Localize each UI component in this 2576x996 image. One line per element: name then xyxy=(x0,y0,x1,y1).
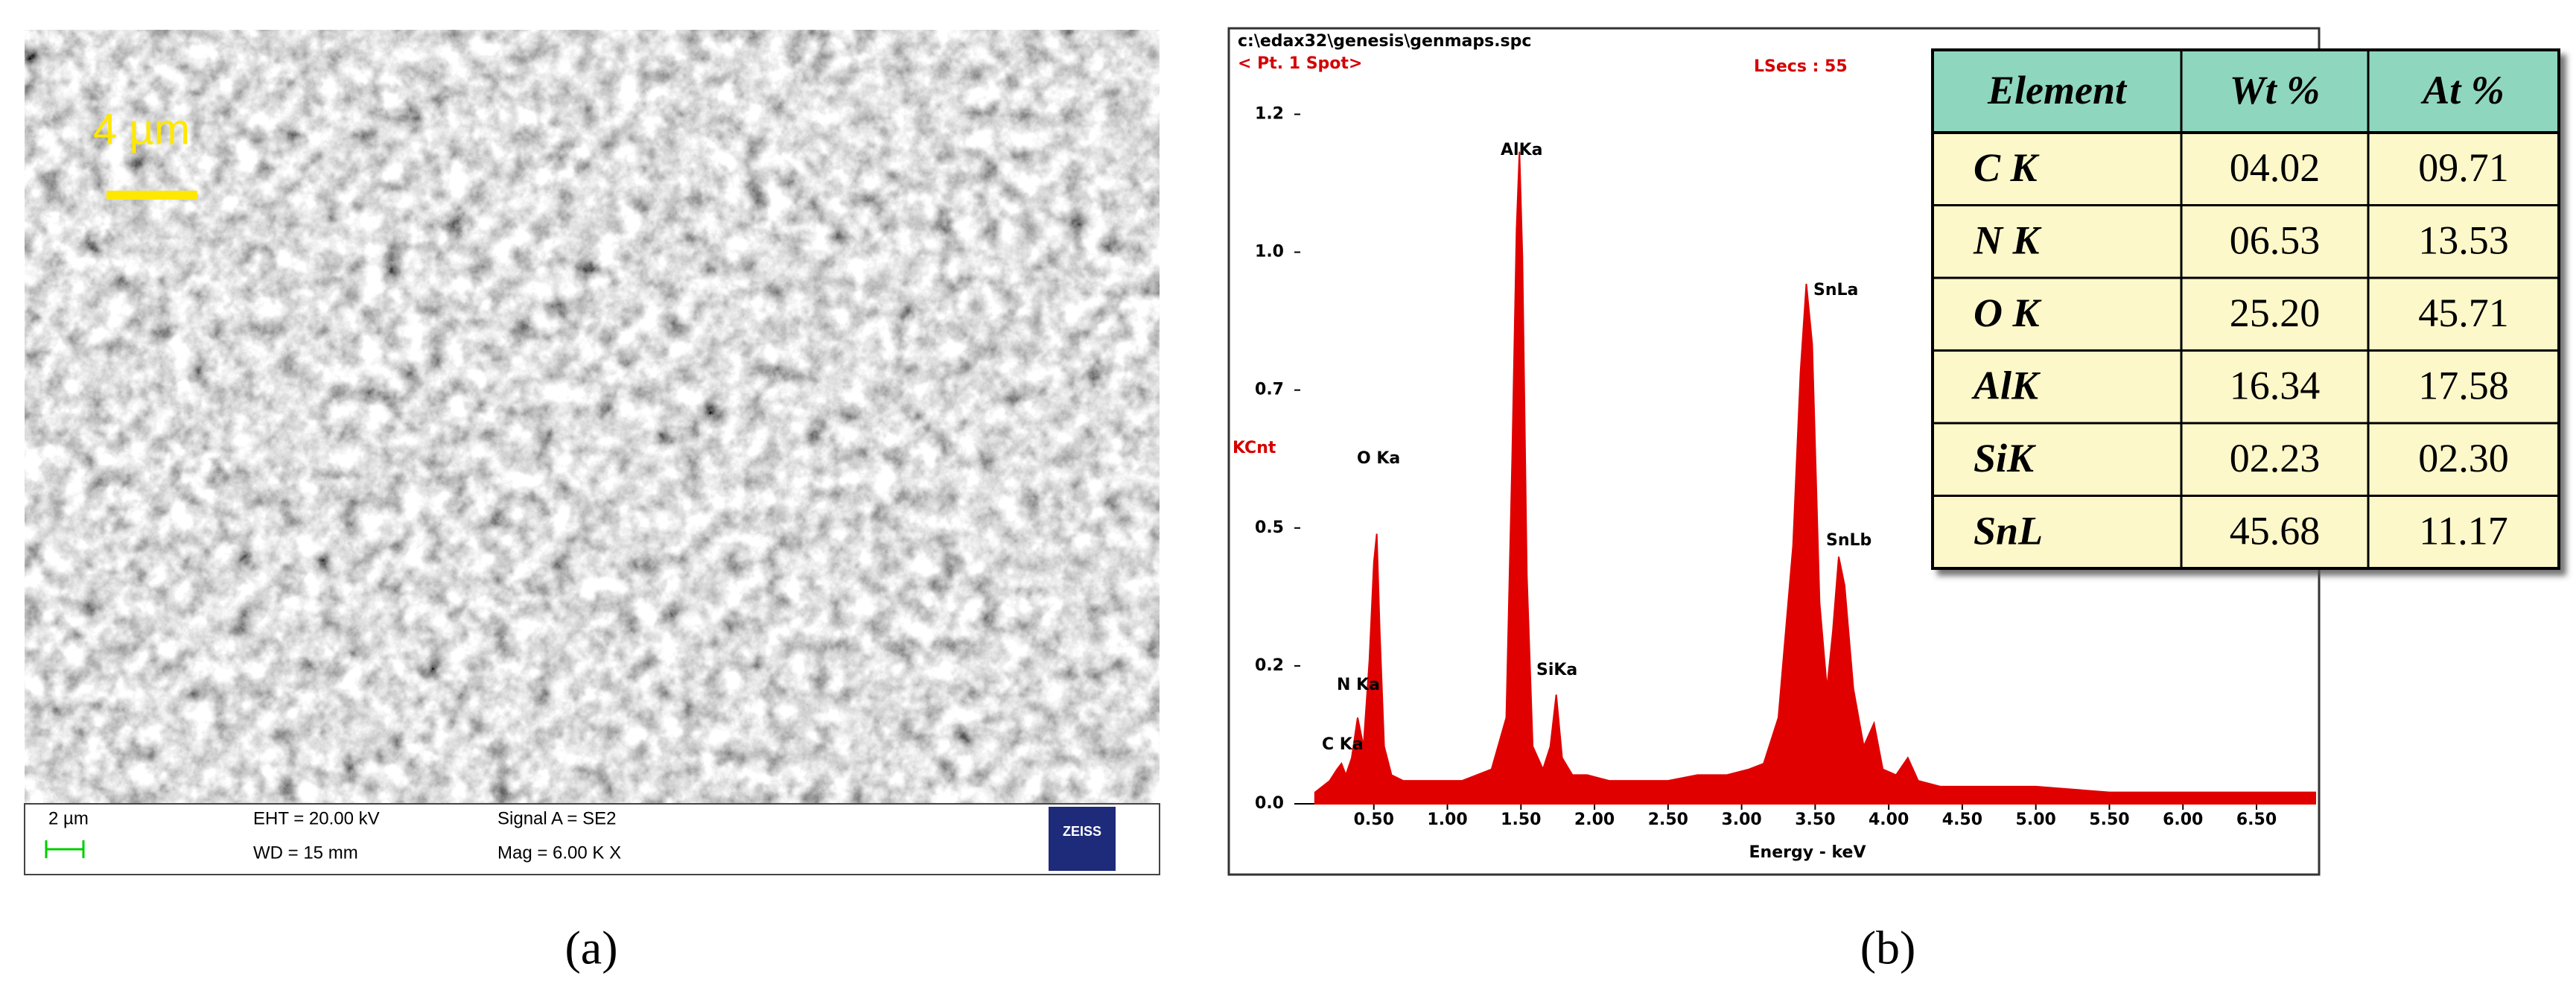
x-tick-label: 3.50 xyxy=(1795,811,1835,829)
caption-b: (b) xyxy=(1860,922,1916,974)
x-tick-label: 2.50 xyxy=(1648,811,1688,829)
peak-label: SnLb xyxy=(1826,531,1871,550)
table-value: 13.53 xyxy=(2418,218,2509,263)
peak-label: N Ka xyxy=(1337,676,1380,694)
x-tick-label: 4.50 xyxy=(1942,811,1982,829)
peak-label: C Ka xyxy=(1322,735,1364,754)
x-tick-label: 1.00 xyxy=(1427,811,1467,829)
table-header: Wt % xyxy=(2230,68,2321,112)
peak-label: AlKa xyxy=(1501,141,1542,159)
y-tick-label: 0.7 xyxy=(1255,381,1284,399)
caption-a: (a) xyxy=(565,922,617,974)
info-signal: Signal A = SE2 xyxy=(497,808,616,828)
table-element: C K xyxy=(1974,145,2041,190)
table-element: O K xyxy=(1974,291,2042,335)
info-eht: EHT = 20.00 kV xyxy=(253,808,380,828)
table-value: 17.58 xyxy=(2418,364,2509,408)
x-tick-label: 1.50 xyxy=(1501,811,1541,829)
table-element: SiK xyxy=(1974,436,2037,480)
plot: 0.0 0.2 0.5 0.7 1.0 1.2 0.50 1.00 1.50 2.00 2.50 3.… xyxy=(1255,104,2316,829)
info-scale-bar xyxy=(45,840,85,858)
y-tick-label: 0.0 xyxy=(1255,794,1284,813)
info-wd: WD = 15 mm xyxy=(253,843,358,863)
table-value: 02.30 xyxy=(2418,436,2509,480)
y-axis-label: KCnt xyxy=(1233,439,1276,457)
info-bar xyxy=(24,803,1160,875)
table-value: 04.02 xyxy=(2230,145,2321,190)
table-value: 45.71 xyxy=(2418,291,2509,335)
lsecs-label: LSecs : 55 xyxy=(1754,57,1848,76)
x-tick-label: 5.00 xyxy=(2016,811,2056,829)
x-tick-label: 0.50 xyxy=(1354,811,1394,829)
spectrum xyxy=(1314,151,2316,805)
peak-label: O Ka xyxy=(1357,449,1400,468)
y-tick-label: 1.2 xyxy=(1255,104,1284,123)
scale-bar xyxy=(106,191,197,200)
table-value: 45.68 xyxy=(2230,509,2321,553)
info-mag: Mag = 6.00 K X xyxy=(497,843,621,863)
y-tick-label: 0.2 xyxy=(1255,656,1284,675)
x-tick-label: 2.00 xyxy=(1574,811,1615,829)
table-value: 11.17 xyxy=(2419,509,2508,553)
x-tick-label: 6.00 xyxy=(2163,811,2203,829)
table-header: At % xyxy=(2420,68,2505,112)
x-tick-label: 6.50 xyxy=(2236,811,2277,829)
x-tick-label: 3.00 xyxy=(1721,811,1761,829)
y-tick-label: 0.5 xyxy=(1255,518,1284,537)
table-element: N K xyxy=(1973,218,2042,263)
x-axis-label: Energy - keV xyxy=(1749,843,1866,862)
peak-label: SiKa xyxy=(1536,661,1577,679)
table-element: SnL xyxy=(1974,509,2043,553)
table-value: 02.23 xyxy=(2230,436,2321,480)
table-value: 09.71 xyxy=(2418,145,2509,190)
table-header: Element xyxy=(1987,68,2128,112)
peak-label: SnLa xyxy=(1813,281,1858,299)
table-value: 06.53 xyxy=(2230,218,2321,263)
zeiss-logo xyxy=(1049,807,1116,871)
table-element: AlK xyxy=(1971,364,2041,408)
spot-label: < Pt. 1 Spot> xyxy=(1238,54,1362,73)
table-value: 16.34 xyxy=(2230,364,2321,408)
scale-label: 4 µm xyxy=(93,105,190,153)
table: Element Wt % At % C K 04.02 09.71 N K 06.53 13.5… xyxy=(1931,48,2560,570)
zeiss-logo-text: ZEISS xyxy=(1063,824,1101,839)
file-name: c:\edax32\genesis\genmaps.spc xyxy=(1238,32,1531,51)
info-bar-label: 2 µm xyxy=(48,808,89,828)
x-tick-label: 5.50 xyxy=(2089,811,2129,829)
y-tick-label: 1.0 xyxy=(1255,243,1284,261)
sem-image xyxy=(25,30,1160,804)
table-value: 25.20 xyxy=(2230,291,2321,335)
table-bg xyxy=(1931,48,2560,570)
x-tick-label: 4.00 xyxy=(1869,811,1909,829)
